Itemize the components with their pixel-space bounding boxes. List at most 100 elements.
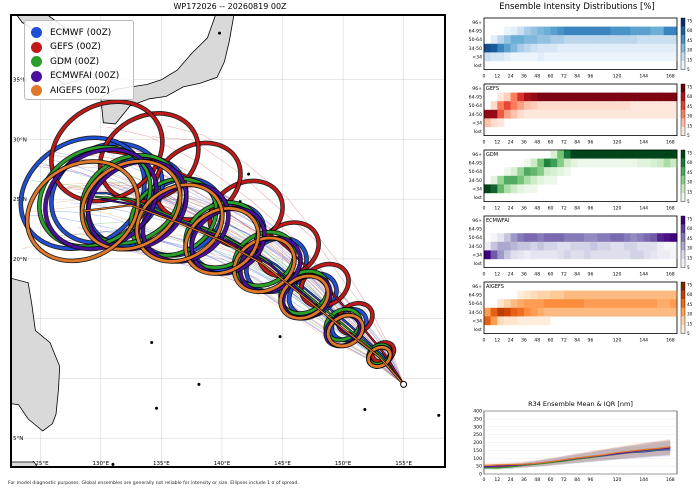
heatmap-cell (570, 26, 578, 36)
heatmap-x-label: 84 (574, 74, 580, 80)
lon-tick-label: 130°E (92, 461, 109, 467)
colorbar-tick-label: 30 (687, 180, 693, 185)
heatmap-cell (517, 92, 525, 102)
heatmap-cell (637, 150, 645, 159)
heatmap-cell (530, 158, 538, 168)
map-frame (10, 14, 446, 468)
heatmap-cell (550, 175, 558, 185)
heatmap-x-label: 96 (588, 74, 594, 80)
colorbar-tick-label: 15 (687, 189, 693, 194)
heatmap-cell (670, 158, 678, 168)
island-marker (278, 335, 282, 339)
heatmap-cell (617, 233, 625, 242)
heatmap-cell (630, 250, 638, 260)
heatmap-cell (590, 26, 598, 36)
heatmap-cell (537, 316, 545, 326)
heatmap-cell (523, 101, 531, 110)
heatmap-cell (484, 43, 491, 53)
heatmap-cell (570, 101, 578, 110)
colorbar-frame (680, 17, 686, 70)
heatmap-cell (543, 233, 551, 242)
heatmap-cell (557, 299, 565, 308)
heatmap-cell (617, 109, 625, 119)
r34-y-tick: 100 (473, 456, 482, 462)
heatmap-cell (523, 241, 531, 251)
lat-tick-label: 30°N (13, 137, 27, 143)
heatmap-cell (577, 92, 585, 102)
ensemble-member-track (149, 185, 404, 385)
heatmap-cell (650, 299, 658, 308)
heatmap-cell (557, 150, 565, 159)
colorbar-tick-label: 60 (687, 160, 693, 165)
heatmap-cell (650, 241, 658, 251)
heatmap-cell (563, 35, 571, 44)
heatmap-y-label: 34-50 (469, 244, 482, 250)
heatmap-cell (497, 109, 505, 119)
r34-x-tick: 48 (534, 477, 540, 483)
heatmap-cell (490, 307, 498, 317)
heatmap-cell (570, 250, 578, 260)
heatmap-cell (577, 290, 585, 300)
heatmap-cell (630, 109, 638, 119)
heatmap-cell (537, 52, 545, 62)
heatmap-cell (630, 52, 638, 62)
spread-ellipse (80, 159, 182, 251)
footer-note: For model diagnostic purposes. Global en… (8, 481, 299, 486)
heatmap-cell (597, 241, 605, 251)
colorbar-frame (680, 149, 686, 202)
heatmap-x-label: 120 (613, 206, 622, 212)
heatmap-cell (650, 307, 658, 317)
heatmap-cell (597, 43, 605, 53)
heatmap-cell (643, 158, 651, 168)
heatmap-x-label: 144 (639, 140, 648, 146)
heatmap-cell (537, 167, 545, 176)
heatmap-border (483, 83, 678, 136)
heatmap-cell (557, 52, 565, 62)
heatmap-model-label: GEFS (486, 86, 499, 92)
heatmap-cell (557, 26, 565, 36)
heatmap-cell (537, 35, 545, 44)
heatmap-cell (530, 307, 538, 317)
heatmap-x-label: 96 (588, 206, 594, 212)
heatmap-cell (484, 316, 491, 326)
heatmap-cell (510, 26, 518, 36)
heatmap-cell (583, 101, 591, 110)
heatmap-cell (530, 250, 538, 260)
ensemble-member-track (151, 136, 404, 385)
r34-title: R34 Ensemble Mean & IQR [nm] (528, 400, 633, 408)
heatmap-cell (543, 299, 551, 308)
heatmap-x-label: 48 (534, 140, 540, 146)
heatmap-cell (543, 290, 551, 300)
colorbar-tick-label: 60 (687, 292, 693, 297)
heatmap-cell (590, 101, 598, 110)
heatmap-x-label: 84 (574, 140, 580, 146)
heatmap-cell (623, 52, 631, 62)
heatmap-cell (603, 150, 611, 159)
legend-label: GDM (00Z) (50, 56, 100, 67)
heatmap-cell (497, 250, 505, 260)
heatmap-x-label: 96 (588, 140, 594, 146)
colorbar-tick-label: 5 (687, 133, 690, 138)
heatmap-cell (590, 250, 598, 260)
heatmap-cell (617, 307, 625, 317)
heatmap-cell (543, 250, 551, 260)
ensemble-member-track (106, 126, 404, 385)
heatmap-border (483, 281, 678, 334)
heatmap-cell (623, 109, 631, 119)
heatmap-cell (537, 233, 545, 242)
heatmap-cell (583, 43, 591, 53)
heatmap-cell (503, 175, 511, 185)
heatmap-cell (663, 109, 671, 119)
heatmap-cell (563, 158, 571, 168)
heatmap-x-label: 60 (548, 140, 554, 146)
heatmap-cell (623, 35, 631, 44)
colorbar-swatch (681, 316, 685, 326)
heatmap-cell (650, 35, 658, 44)
heatmap-cell (637, 233, 645, 242)
heatmap-cell (537, 101, 545, 110)
heatmap-cell (650, 158, 658, 168)
heatmap-cell (563, 26, 571, 36)
heatmap-cell (557, 158, 565, 168)
heatmap-cell (517, 184, 525, 194)
heatmap-x-label: 72 (561, 206, 567, 212)
